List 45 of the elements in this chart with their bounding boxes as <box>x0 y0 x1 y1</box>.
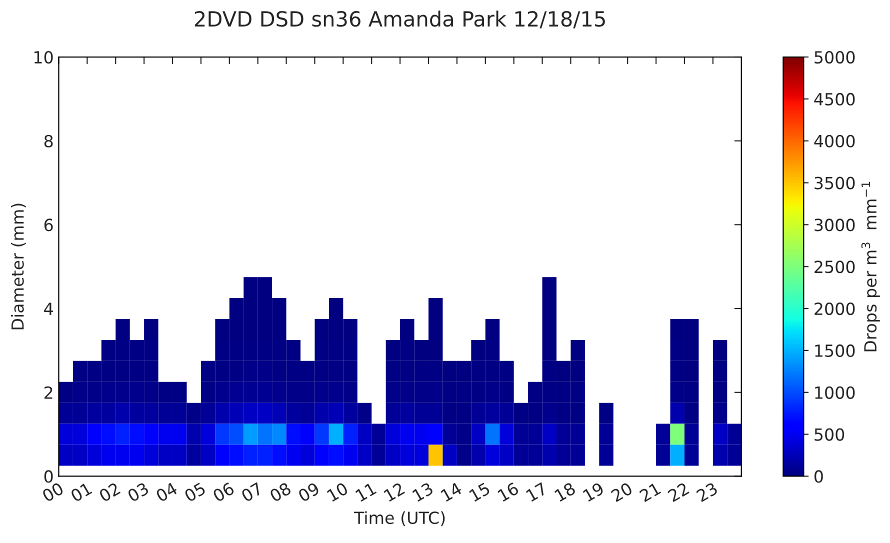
color-bar-label: 1500 <box>815 344 855 358</box>
x-tick-label: 17 <box>526 482 548 502</box>
y-tick-label: 0 <box>44 470 53 483</box>
x-tick-label: 14 <box>440 482 462 502</box>
x-tick-label: 23 <box>696 482 718 502</box>
x-tick-label: 02 <box>98 482 121 502</box>
color-bar-label: 500 <box>814 428 844 441</box>
color-bar-label: 4000 <box>814 134 855 148</box>
x-tick-label: 16 <box>497 482 520 502</box>
y-tick-label: 6 <box>44 218 53 232</box>
color-bar-label: 2500 <box>814 260 855 274</box>
x-tick-label: 07 <box>240 482 264 502</box>
y-tick-label: 2 <box>44 386 52 399</box>
color-bar-label: 3500 <box>814 176 855 190</box>
color-bar-label: 3000 <box>814 218 855 232</box>
x-tick-label: 20 <box>610 482 634 502</box>
color-bar-label: 1000 <box>815 386 855 399</box>
x-tick-label: 11 <box>355 482 377 502</box>
x-axis-title: Time (UTC) <box>354 511 445 526</box>
y-tick-label: 8 <box>44 134 53 148</box>
color-bar-label: 4500 <box>814 92 855 106</box>
color-bar-label: 0 <box>814 470 823 483</box>
x-tick-label: 00 <box>41 482 64 502</box>
x-tick-label: 15 <box>468 482 491 502</box>
chart-title: 2DVD DSD sn36 Amanda Park 12/18/15 <box>194 10 605 28</box>
x-tick-label: 21 <box>638 482 662 502</box>
x-tick-label: 22 <box>667 482 690 502</box>
x-tick-label: 10 <box>326 482 349 502</box>
y-tick-label: 4 <box>44 302 53 315</box>
x-tick-label: 13 <box>412 482 434 502</box>
color-bar-label: 5000 <box>814 50 855 64</box>
x-tick-label: 12 <box>383 482 405 502</box>
y-axis-title: Diameter (mm) <box>10 204 26 330</box>
x-tick-label: 19 <box>582 482 605 502</box>
y-tick-label: 10 <box>34 50 53 64</box>
x-tick-label: 06 <box>212 482 235 502</box>
x-tick-label: 03 <box>126 482 150 502</box>
color-bar-title: Drops per m$^{3}$ mm$^{−1}$ <box>861 182 880 352</box>
x-tick-label: 04 <box>155 482 178 502</box>
x-tick-label: 01 <box>70 482 92 502</box>
color-bar-label: 2000 <box>814 302 855 316</box>
x-tick-label: 08 <box>269 482 292 502</box>
x-tick-label: 09 <box>297 482 320 502</box>
x-tick-label: 05 <box>184 482 206 502</box>
x-tick-label: 18 <box>554 482 576 502</box>
